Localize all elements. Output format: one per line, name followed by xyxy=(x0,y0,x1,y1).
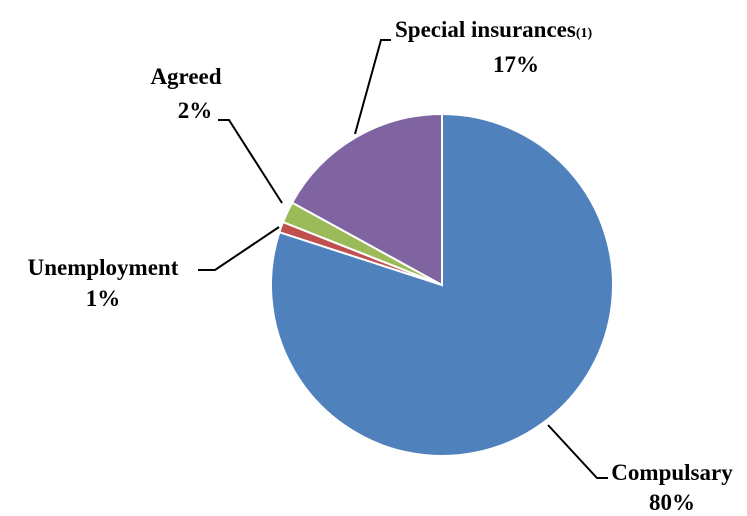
leader-line-unemployment xyxy=(198,226,280,271)
label-special-insurances: Special insurances(1) 17% xyxy=(395,17,592,77)
label-unemployment: Unemployment 1% xyxy=(28,255,179,311)
leader-line-compulsary xyxy=(547,424,608,479)
label-compulsary: Compulsary 80% xyxy=(611,460,733,515)
slice-percent: 2% xyxy=(178,98,213,123)
slice-label: Special insurances xyxy=(395,17,576,42)
leader-line-special xyxy=(354,39,391,135)
slice-percent: 80% xyxy=(649,490,695,515)
slice-label: Agreed xyxy=(150,64,221,89)
slice-label: Unemployment xyxy=(28,255,179,280)
leader-line-agreed xyxy=(218,119,283,204)
slice-label-suffix: (1) xyxy=(576,26,593,41)
svg-text:Special insurances(1): Special insurances(1) xyxy=(395,17,592,42)
pie-slice-special-insurances xyxy=(290,112,443,287)
pie-slice-compulsary xyxy=(270,112,614,457)
pie-slices xyxy=(270,112,614,457)
label-agreed: Agreed 2% xyxy=(150,64,221,123)
slice-label: Compulsary xyxy=(611,460,733,485)
slice-percent: 17% xyxy=(493,52,539,77)
slice-percent: 1% xyxy=(86,286,121,311)
